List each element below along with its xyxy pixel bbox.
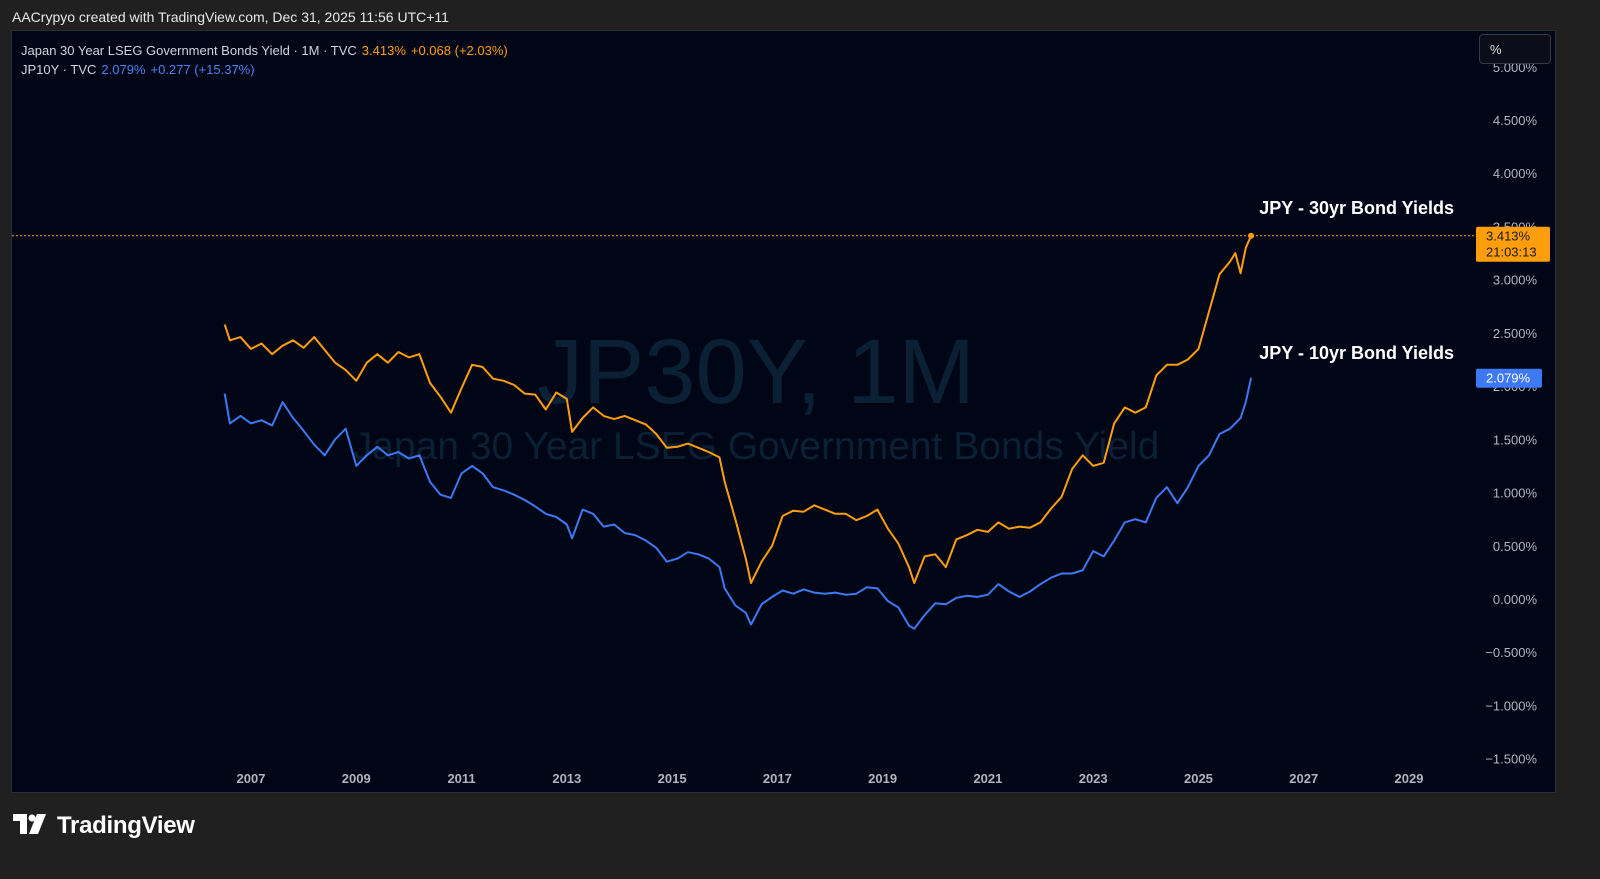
- x-tick-label: 2021: [973, 771, 1002, 786]
- chart-svg[interactable]: 5.000%4.500%4.000%3.500%3.000%2.500%2.00…: [12, 31, 1557, 794]
- label-30yr-annotation: JPY - 30yr Bond Yields: [1259, 198, 1454, 218]
- x-tick-label: 2027: [1289, 771, 1318, 786]
- legend-row-jp10y[interactable]: JP10Y · TVC 2.079% +0.277 (+15.37%): [21, 60, 513, 79]
- y-axis: 5.000%4.500%4.000%3.500%3.000%2.500%2.00…: [1485, 60, 1537, 767]
- y-tick-label: 1.000%: [1493, 486, 1538, 501]
- legend-jp10y-value: 2.079%: [101, 62, 146, 77]
- legend-jp30y-name: Japan 30 Year LSEG Government Bonds Yiel…: [21, 43, 357, 58]
- chart-panel[interactable]: 5.000%4.500%4.000%3.500%3.000%2.500%2.00…: [11, 30, 1556, 793]
- percent-scale-button[interactable]: %: [1479, 34, 1551, 64]
- attribution-text: AACrypyo created with TradingView.com, D…: [12, 9, 449, 25]
- jp30y-badge-value: 3.413%: [1486, 229, 1531, 244]
- x-tick-label: 2017: [763, 771, 792, 786]
- jp30y-badge-countdown: 21:03:13: [1486, 245, 1537, 260]
- x-tick-label: 2007: [237, 771, 266, 786]
- jp30y-last-point: [1248, 232, 1255, 239]
- x-axis: 2007 2009 2011 2013 2015 2017 2019 2021 2023 2025…: [237, 771, 1424, 786]
- footer-brand-text: TradingView: [57, 812, 195, 839]
- y-tick-label: −1.500%: [1485, 752, 1537, 767]
- legend-jp30y-value: 3.413%: [361, 43, 406, 58]
- jp10y-price-badge: 2.079%: [1476, 368, 1542, 388]
- y-tick-label: 1.500%: [1493, 432, 1538, 447]
- y-tick-label: 4.000%: [1493, 166, 1538, 181]
- y-tick-label: 3.000%: [1493, 273, 1538, 288]
- legend-row-jp30y[interactable]: Japan 30 Year LSEG Government Bonds Yiel…: [21, 41, 513, 60]
- tradingview-logo[interactable]: TradingView: [13, 812, 195, 840]
- chart-legend: Japan 30 Year LSEG Government Bonds Yiel…: [21, 41, 513, 79]
- x-tick-label: 2011: [447, 771, 475, 786]
- x-tick-label: 2015: [658, 771, 687, 786]
- x-tick-label: 2023: [1079, 771, 1108, 786]
- x-tick-label: 2029: [1395, 771, 1424, 786]
- y-tick-label: 2.500%: [1493, 326, 1538, 341]
- x-tick-label: 2009: [342, 771, 371, 786]
- jp10y-series-line[interactable]: [223, 377, 1253, 630]
- y-tick-label: 0.500%: [1493, 539, 1538, 554]
- x-tick-label: 2013: [552, 771, 581, 786]
- legend-jp10y-change: +0.277 (+15.37%): [150, 62, 255, 77]
- label-10yr-annotation: JPY - 10yr Bond Yields: [1259, 343, 1454, 363]
- y-tick-label: 0.000%: [1493, 592, 1538, 607]
- tradingview-logo-icon: [13, 813, 49, 839]
- x-tick-label: 2025: [1184, 771, 1213, 786]
- y-tick-label: −0.500%: [1485, 645, 1537, 660]
- jp30y-series-line[interactable]: [223, 235, 1253, 584]
- y-tick-label: 4.500%: [1493, 113, 1538, 128]
- legend-jp10y-name: JP10Y · TVC: [21, 62, 97, 77]
- watermark-symbol: JP30Y, 1M: [537, 321, 975, 423]
- legend-jp30y-change: +0.068 (+2.03%): [410, 43, 508, 58]
- x-tick-label: 2019: [868, 771, 897, 786]
- jp30y-price-badge: 3.413% 21:03:13: [1476, 226, 1550, 262]
- y-tick-label: −1.000%: [1485, 698, 1537, 713]
- watermark-description: Japan 30 Year LSEG Government Bonds Yiel…: [353, 425, 1160, 468]
- jp10y-badge-value: 2.079%: [1486, 371, 1531, 386]
